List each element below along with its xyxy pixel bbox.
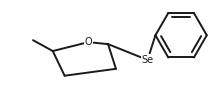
Text: Se: Se: [142, 55, 154, 65]
Text: O: O: [84, 37, 92, 47]
